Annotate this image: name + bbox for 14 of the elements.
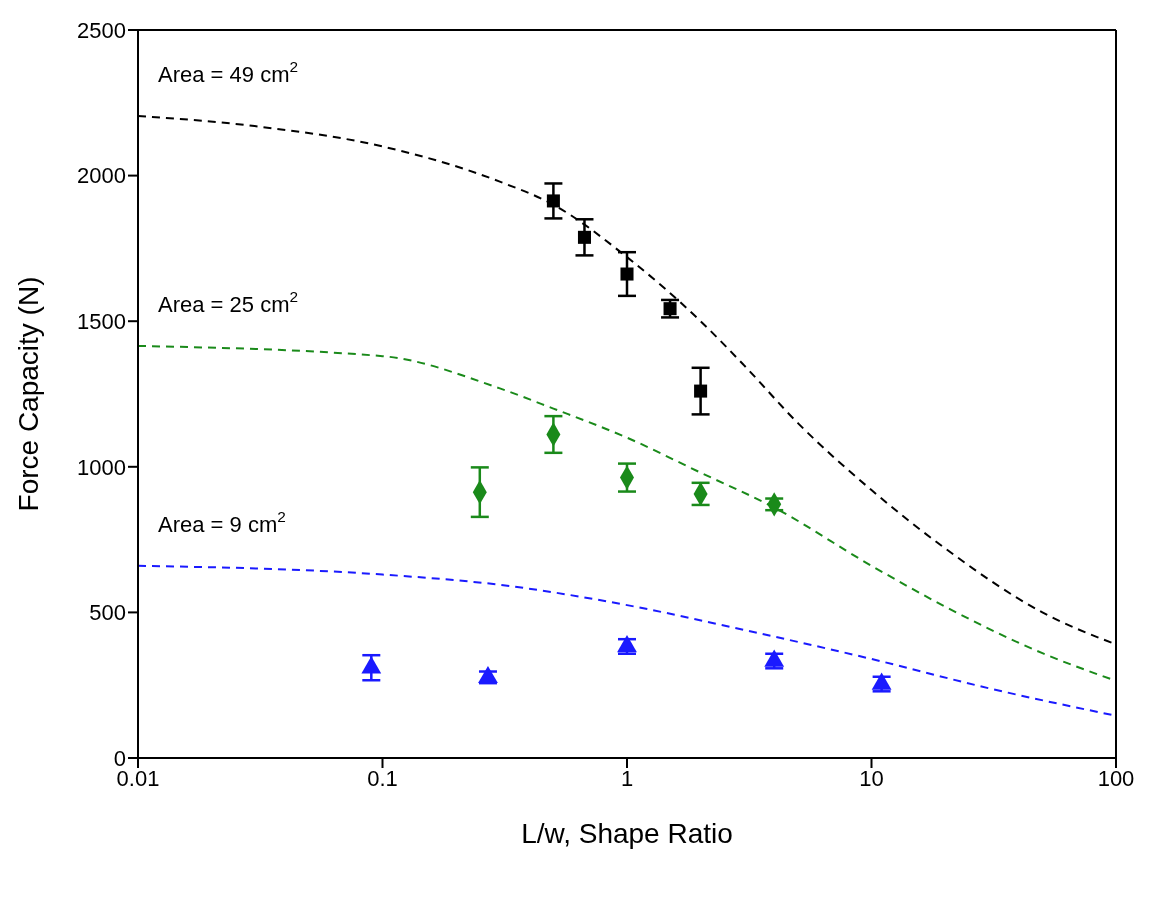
annotation: Area = 25 cm$^{2}$ [158, 287, 299, 317]
y-axis-title: Force Capacity (N) [12, 276, 44, 512]
x-tick-label: 0.1 [367, 765, 398, 791]
x-axis-title: L/w, Shape Ratio [521, 818, 733, 849]
x-tick-label: 10 [859, 765, 884, 791]
annotation: Area = 49 cm$^{2}$ [158, 57, 299, 87]
y-tick-label: 500 [89, 600, 126, 626]
x-tick-label: 100 [1097, 765, 1135, 791]
y-tick-label: 1500 [77, 309, 126, 335]
y-tick-label: 1000 [77, 454, 126, 480]
y-tick-label: 2500 [77, 17, 126, 43]
y-tick-label: 2000 [77, 163, 126, 189]
annotation: Area = 9 cm$^{2}$ [158, 507, 286, 537]
x-tick-label: 1 [620, 765, 634, 791]
